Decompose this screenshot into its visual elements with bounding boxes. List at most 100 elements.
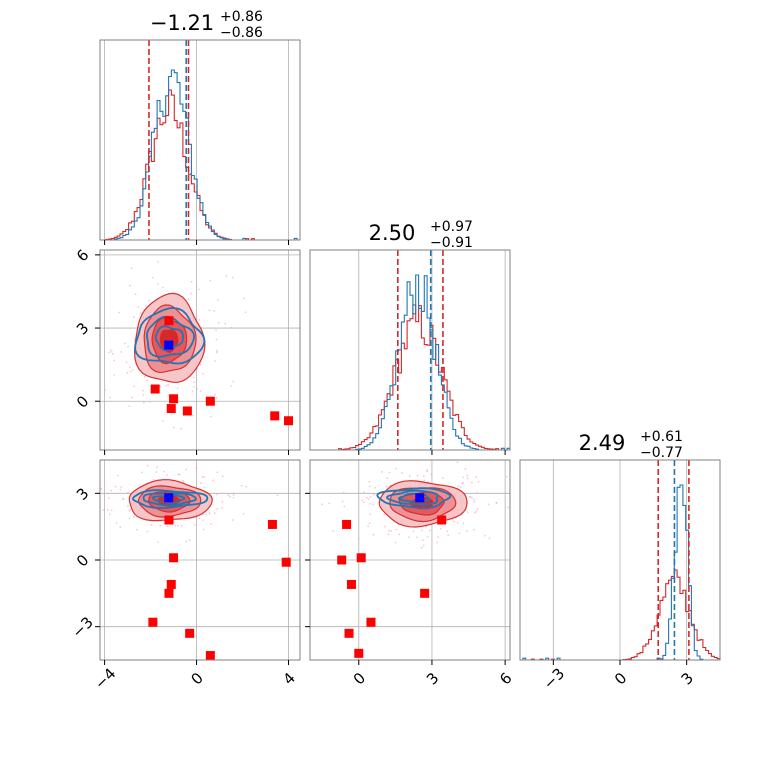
- y-tick-label: 0: [73, 551, 92, 570]
- sample-point: [245, 485, 248, 488]
- sample-point: [216, 298, 219, 301]
- sample-point: [215, 329, 217, 332]
- sample-point: [276, 494, 279, 497]
- sample-point: [240, 484, 243, 487]
- sample-point: [420, 546, 423, 549]
- sample-point: [157, 541, 159, 543]
- sample-point: [195, 466, 198, 469]
- sample-point: [117, 474, 119, 477]
- sample-point: [190, 280, 193, 283]
- sample-point: [95, 506, 97, 508]
- red-marker: [342, 519, 352, 529]
- sample-point: [453, 520, 456, 523]
- sample-point: [367, 525, 370, 528]
- sample-point: [185, 540, 188, 543]
- sample-point: [470, 481, 473, 484]
- blue-contour-2: [386, 489, 439, 506]
- sample-point: [106, 509, 109, 511]
- sample-point: [332, 530, 334, 532]
- sample-point: [439, 527, 442, 530]
- sample-point: [180, 427, 183, 430]
- red-marker: [354, 648, 364, 658]
- sample-point: [459, 486, 462, 488]
- sample-point: [192, 385, 195, 388]
- sample-point: [456, 461, 459, 464]
- sample-point: [221, 475, 224, 478]
- y-tick-label: −3: [69, 613, 97, 641]
- sample-point: [208, 513, 211, 515]
- sample-point: [464, 468, 467, 470]
- sample-point: [215, 396, 218, 399]
- blue-contour-2: [142, 492, 197, 507]
- sample-point: [192, 376, 195, 379]
- sample-point: [210, 415, 212, 418]
- sample-point: [149, 400, 152, 403]
- blue-marker: [164, 340, 174, 350]
- y-tick-label: 3: [73, 319, 92, 338]
- sample-point: [203, 486, 206, 489]
- sample-point: [136, 528, 139, 531]
- sample-point: [458, 532, 461, 535]
- red-marker: [205, 651, 215, 660]
- sample-point: [128, 284, 131, 287]
- sample-point: [185, 468, 188, 471]
- sample-point: [123, 342, 126, 345]
- sample-point: [227, 494, 230, 497]
- sample-point: [488, 537, 491, 540]
- sample-point: [159, 524, 162, 527]
- sample-point: [134, 293, 137, 296]
- sample-point: [380, 470, 383, 473]
- sample-point: [442, 477, 444, 480]
- sample-point: [213, 309, 216, 312]
- sample-point: [201, 372, 204, 375]
- sample-point: [215, 493, 218, 496]
- sample-point: [108, 513, 111, 516]
- sample-point: [495, 502, 498, 504]
- sample-point: [369, 513, 372, 516]
- sample-point: [472, 528, 475, 531]
- red-marker: [169, 553, 179, 563]
- x-tick-label: 0: [611, 669, 630, 688]
- sample-point: [394, 541, 397, 544]
- sample-point: [108, 351, 110, 354]
- sample-point: [205, 513, 208, 516]
- sample-point: [190, 292, 192, 295]
- sample-point: [221, 500, 224, 503]
- sample-point: [128, 405, 131, 408]
- blue-contour-2: [145, 315, 195, 358]
- sample-point: [415, 536, 418, 539]
- sample-point: [210, 523, 212, 525]
- panel-title-minus: −0.77: [640, 445, 683, 461]
- sample-point: [142, 393, 145, 396]
- red-marker: [437, 515, 447, 525]
- sample-point: [81, 507, 83, 509]
- sample-point: [151, 276, 154, 279]
- panel-title-plus: +0.97: [430, 219, 473, 235]
- sample-point: [461, 482, 464, 485]
- x-tick-label: 4: [279, 669, 298, 688]
- sample-point: [114, 485, 117, 488]
- sample-point: [200, 482, 202, 484]
- sample-point: [56, 507, 58, 509]
- sample-point: [437, 536, 440, 538]
- panel-content: [56, 460, 291, 660]
- diag-frame-1: [99, 39, 301, 241]
- red-histogram: [100, 89, 300, 241]
- sample-point: [224, 322, 227, 325]
- sample-point: [242, 513, 245, 515]
- sample-point: [193, 381, 196, 384]
- sample-point: [172, 426, 175, 429]
- sample-point: [139, 312, 142, 315]
- y-tick-label: 0: [73, 392, 92, 411]
- sample-point: [426, 469, 428, 472]
- panel-title-minus: −0.86: [220, 25, 263, 41]
- sample-point: [208, 309, 211, 312]
- red-marker: [270, 411, 280, 421]
- sample-point: [243, 297, 245, 300]
- sample-point: [111, 353, 114, 355]
- red-marker: [166, 579, 176, 589]
- red-marker: [366, 617, 376, 627]
- sample-point: [199, 363, 202, 366]
- panel-content: [321, 461, 510, 658]
- sample-point: [199, 390, 202, 393]
